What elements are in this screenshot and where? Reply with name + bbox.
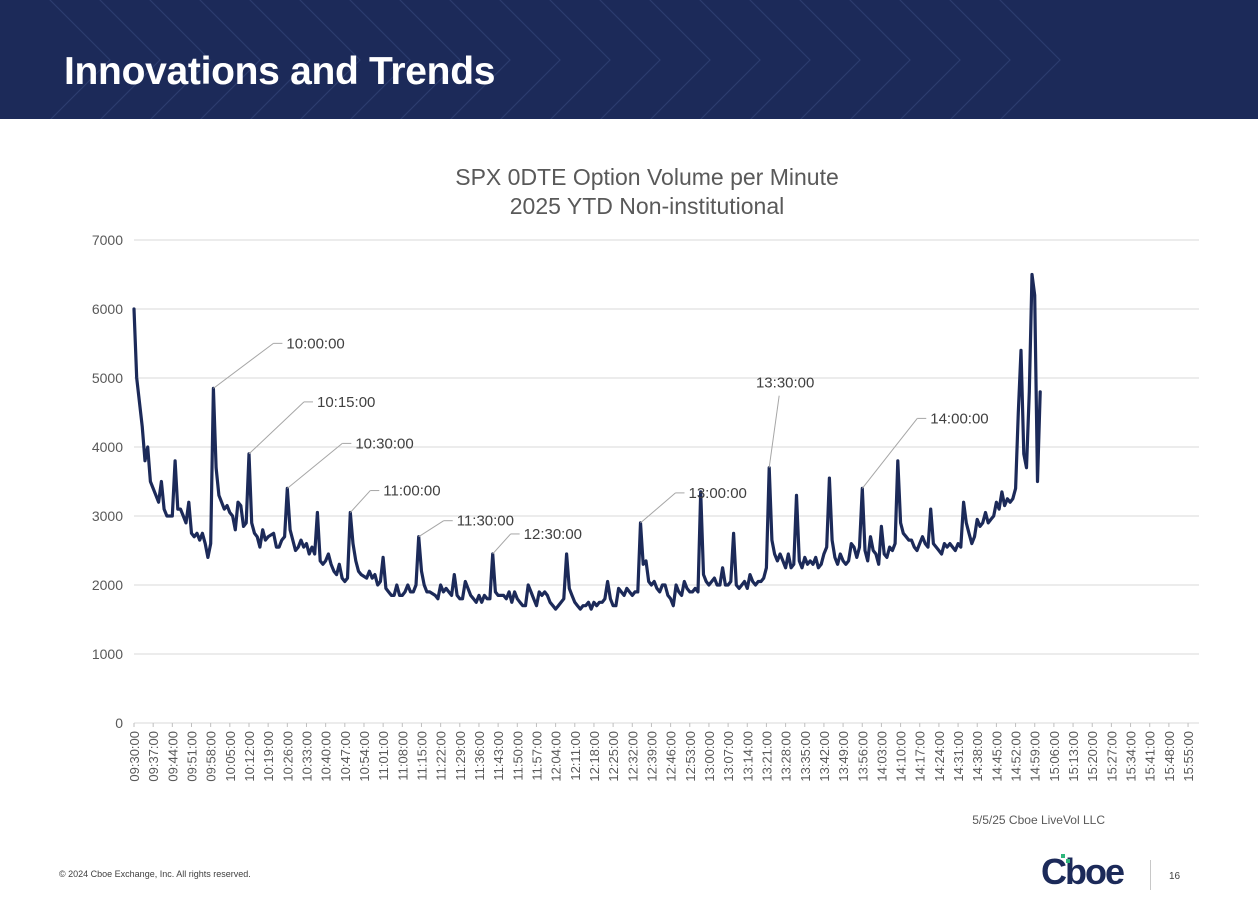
annotation-label: 11:00:00 xyxy=(383,483,440,500)
x-tick-label: 11:57:00 xyxy=(529,731,544,781)
x-tick-label: 10:26:00 xyxy=(280,731,295,782)
annotation-label: 12:30:00 xyxy=(524,526,582,543)
x-tick-label: 11:22:00 xyxy=(434,731,449,781)
x-tick-label: 10:12:00 xyxy=(242,731,257,782)
x-tick-label: 13:56:00 xyxy=(855,731,870,782)
x-tick-label: 09:37:00 xyxy=(146,731,161,782)
annotation-leader xyxy=(349,490,371,513)
annotation-leader xyxy=(248,401,305,455)
x-tick-label: 13:14:00 xyxy=(740,731,755,782)
y-tick-label: 4000 xyxy=(92,439,123,455)
x-tick-label: 14:03:00 xyxy=(874,731,889,782)
x-tick-label: 10:40:00 xyxy=(319,731,334,782)
x-tick-label: 14:24:00 xyxy=(932,731,947,782)
annotation-leader xyxy=(418,520,444,538)
annotation-label: 13:30:00 xyxy=(756,375,814,392)
x-tick-label: 11:50:00 xyxy=(510,731,525,781)
x-tick-label: 10:47:00 xyxy=(338,731,353,782)
x-tick-label: 14:10:00 xyxy=(894,731,909,782)
annotation-leader xyxy=(861,418,918,489)
chart-title: SPX 0DTE Option Volume per Minute xyxy=(455,164,839,190)
x-tick-label: 15:27:00 xyxy=(1104,731,1119,782)
y-tick-label: 1000 xyxy=(92,646,123,662)
page-number: 16 xyxy=(1169,871,1181,882)
x-tick-label: 15:34:00 xyxy=(1124,731,1139,782)
y-tick-label: 6000 xyxy=(92,301,123,317)
annotation-label: 13:00:00 xyxy=(688,485,746,502)
x-tick-label: 10:19:00 xyxy=(261,731,276,782)
x-tick-label: 12:11:00 xyxy=(568,731,583,781)
x-tick-label: 13:00:00 xyxy=(702,731,717,782)
annotation-label: 11:30:00 xyxy=(457,513,514,530)
source-note: 5/5/25 Cboe LiveVol LLC xyxy=(972,813,1105,827)
x-tick-label: 14:52:00 xyxy=(1009,731,1024,782)
footer-divider xyxy=(1150,860,1151,890)
x-tick-label: 13:35:00 xyxy=(798,731,813,782)
logo-mark-icon xyxy=(1061,854,1070,863)
line-chart: SPX 0DTE Option Volume per Minute 2025 YT… xyxy=(92,164,1199,782)
x-tick-label: 11:01:00 xyxy=(376,731,391,781)
annotation-label: 10:15:00 xyxy=(317,394,375,411)
x-tick-label: 15:20:00 xyxy=(1085,731,1100,782)
y-tick-label: 7000 xyxy=(92,232,123,248)
x-tick-label: 12:04:00 xyxy=(549,731,564,782)
x-tick-label: 12:39:00 xyxy=(644,731,659,782)
x-tick-label: 13:42:00 xyxy=(817,731,832,782)
x-tick-label: 12:46:00 xyxy=(664,731,679,782)
x-tick-label: 09:51:00 xyxy=(184,731,199,782)
x-tick-label: 15:41:00 xyxy=(1143,731,1158,782)
annotation-leader xyxy=(768,395,780,468)
x-tick-label: 12:32:00 xyxy=(625,731,640,782)
x-tick-label: 12:25:00 xyxy=(606,731,621,782)
x-tick-label: 10:05:00 xyxy=(223,731,238,782)
annotation-leader xyxy=(640,492,676,524)
x-tick-label: 13:07:00 xyxy=(721,731,736,782)
x-tick-label: 11:15:00 xyxy=(414,731,429,781)
x-tick-label: 15:48:00 xyxy=(1162,731,1177,782)
x-tick-label: 15:55:00 xyxy=(1181,731,1196,782)
annotation-label: 10:30:00 xyxy=(355,435,413,452)
x-tick-label: 13:28:00 xyxy=(779,731,794,782)
x-tick-label: 15:13:00 xyxy=(1066,731,1081,782)
x-tick-label: 11:36:00 xyxy=(472,731,487,781)
annotation-label: 10:00:00 xyxy=(286,335,344,352)
banner-chevron-pattern xyxy=(49,0,1061,119)
x-tick-label: 14:38:00 xyxy=(970,731,985,782)
x-tick-label: 10:33:00 xyxy=(299,731,314,782)
x-tick-label: 14:31:00 xyxy=(951,731,966,782)
annotation-leader xyxy=(492,533,512,555)
x-tick-label: 09:44:00 xyxy=(165,731,180,782)
x-tick-label: 11:08:00 xyxy=(395,731,410,781)
cboe-logo: Cboe xyxy=(1041,851,1125,893)
header-banner: Innovations and Trends xyxy=(0,0,1258,119)
x-tick-label: 11:29:00 xyxy=(453,731,468,781)
x-tick-label: 12:53:00 xyxy=(683,731,698,782)
series-line xyxy=(132,272,1042,611)
y-tick-label: 3000 xyxy=(92,508,123,524)
y-tick-label: 2000 xyxy=(92,577,123,593)
x-tick-label: 09:58:00 xyxy=(204,731,219,782)
x-tick-label: 14:59:00 xyxy=(1028,731,1043,782)
x-tick-label: 12:18:00 xyxy=(587,731,602,782)
logo-text: Cboe xyxy=(1041,851,1125,892)
y-tick-label: 0 xyxy=(115,715,123,731)
x-tick-label: 13:21:00 xyxy=(759,731,774,782)
y-tick-label: 5000 xyxy=(92,370,123,386)
annotation-leader xyxy=(286,443,343,489)
x-tick-label: 14:17:00 xyxy=(913,731,928,782)
copyright-text: © 2024 Cboe Exchange, Inc. All rights re… xyxy=(59,869,251,879)
annotation-leader xyxy=(213,342,274,389)
x-tick-label: 10:54:00 xyxy=(357,731,372,782)
chart-subtitle: 2025 YTD Non-institutional xyxy=(510,193,784,219)
annotation-label: 14:00:00 xyxy=(930,410,988,427)
x-tick-label: 13:49:00 xyxy=(836,731,851,782)
x-tick-label: 15:06:00 xyxy=(1047,731,1062,782)
x-tick-label: 09:30:00 xyxy=(127,731,142,782)
page-title: Innovations and Trends xyxy=(64,50,496,93)
x-tick-label: 11:43:00 xyxy=(491,731,506,781)
x-tick-label: 14:45:00 xyxy=(989,731,1004,782)
